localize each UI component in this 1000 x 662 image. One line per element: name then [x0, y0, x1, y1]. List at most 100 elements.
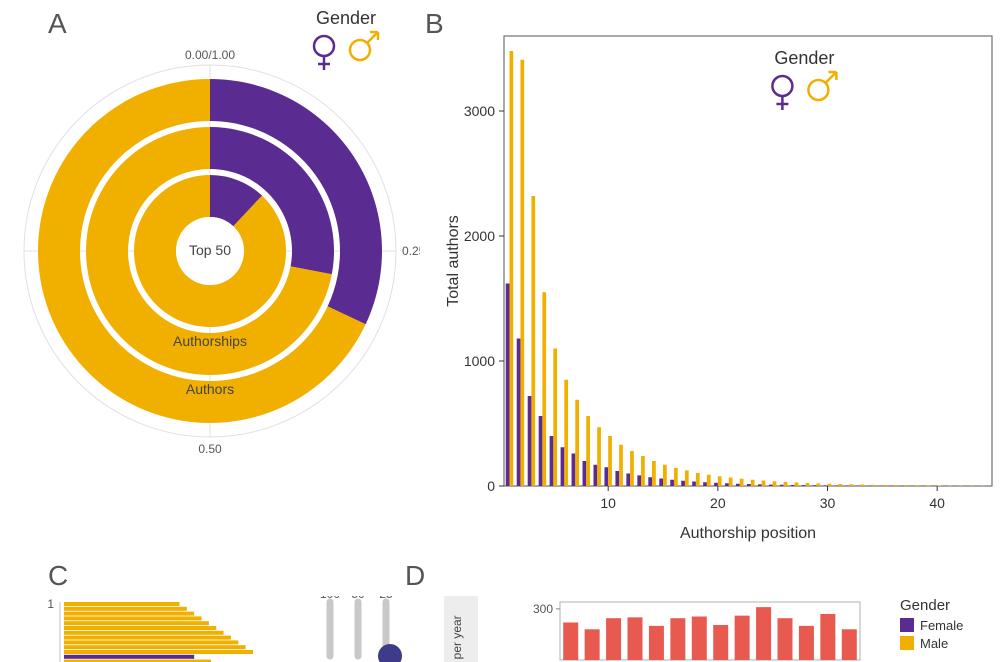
panel-a-chart: Authors Authorships Top 50 0.00/1.00 0.25 0.5… [20, 36, 420, 466]
ytick: 3000 [464, 103, 495, 119]
ring-label-authorships: Authorships [173, 333, 247, 349]
cbar-amber [64, 612, 194, 616]
legend-title: Gender [900, 597, 950, 614]
bar-male [674, 468, 678, 486]
bar-female [846, 486, 850, 487]
d-bar [628, 617, 643, 660]
xtick: 30 [820, 495, 836, 511]
panel-d-chart: s per year300GenderFemaleMale [440, 596, 1000, 662]
d-bar [692, 617, 707, 661]
legend-swatch-female [900, 618, 914, 632]
bar-female [637, 475, 641, 486]
panel-d-label: D [405, 560, 425, 592]
bar-male [729, 478, 733, 487]
bar-male [608, 436, 612, 486]
bar-male [586, 416, 590, 486]
bar-female [659, 479, 663, 487]
bar-male [641, 456, 645, 486]
d-bar [842, 629, 857, 660]
bar-female [835, 486, 839, 487]
bar-female [703, 482, 707, 486]
ylabel: Total authors [445, 215, 462, 307]
bar-male [707, 475, 711, 486]
d-bar [799, 626, 814, 660]
cbar-amber [64, 616, 202, 620]
bar-female [550, 436, 554, 486]
bar-male [828, 484, 832, 486]
panel-a-legend: Gender [306, 6, 426, 78]
tick-right: 0.25 [402, 244, 420, 258]
ring-label-authors: Authors [186, 381, 234, 397]
panel-c-chart: 11005025 [30, 596, 410, 662]
bar-male [838, 484, 842, 486]
bar-male [871, 485, 875, 486]
cbar-amber [64, 636, 231, 640]
bar-female [583, 461, 587, 486]
bar-female [670, 480, 674, 486]
d-bar [820, 614, 835, 660]
bar-female [824, 485, 828, 486]
bar-female [769, 485, 773, 486]
ytick: 1000 [464, 353, 495, 369]
bar-male [564, 380, 568, 486]
bar-female [725, 483, 729, 486]
d-bar [670, 618, 685, 660]
female-icon [314, 36, 334, 56]
xtick: 10 [600, 495, 616, 511]
d-bar [563, 622, 578, 660]
cbar-amber [64, 640, 238, 644]
bar-male [762, 481, 766, 487]
bar-male [915, 485, 919, 486]
bar-male [509, 51, 513, 486]
bar-male [784, 482, 788, 486]
bar-male [860, 485, 864, 487]
bar-male [773, 481, 777, 486]
cbar-amber [64, 602, 180, 606]
bar-male [696, 473, 700, 486]
bar-female [714, 483, 718, 486]
bar-female [802, 485, 806, 486]
ytick: 2000 [464, 228, 495, 244]
xtick: 40 [929, 495, 945, 511]
legend-label-female: Female [920, 618, 963, 633]
bar-male [904, 485, 908, 486]
d-bar [606, 618, 621, 660]
ytick: 0 [487, 478, 495, 494]
panel-b-chart: 010002000300010203040Authorship position… [440, 22, 1000, 552]
bar-male [531, 196, 535, 486]
bar-female [572, 454, 576, 487]
legend-title: Gender [316, 8, 376, 28]
bar-male [520, 60, 524, 486]
bar-male [630, 451, 634, 486]
bar-male [882, 485, 886, 486]
legend-title: Gender [774, 48, 834, 68]
bar-female [615, 471, 619, 486]
bar-male [937, 486, 941, 487]
facet-label: s per year [450, 615, 464, 662]
bar-female [681, 481, 685, 486]
cbar-purple [64, 655, 194, 659]
d-bar [778, 618, 793, 660]
ring-label-top50: Top 50 [189, 242, 231, 258]
cbar-amber [64, 626, 216, 630]
d-bar [756, 607, 771, 660]
tick-top: 0.00/1.00 [185, 48, 235, 62]
cbar-amber [64, 607, 187, 611]
cbar-amber [64, 631, 224, 635]
bar-female [506, 284, 510, 487]
bar-male [926, 485, 930, 486]
bar-female [780, 485, 784, 486]
bar-male [542, 292, 546, 486]
bar-female [626, 474, 630, 487]
bar-male [740, 479, 744, 486]
tick-bottom: 0.50 [198, 442, 222, 456]
bar-female [747, 484, 751, 486]
bar-female [593, 465, 597, 486]
bar-female [648, 477, 652, 486]
d-bar [735, 616, 750, 660]
d-bar [713, 625, 728, 660]
bar-male [663, 465, 667, 486]
bar-male [685, 470, 689, 486]
d-ytick: 300 [533, 602, 553, 616]
bar-male [849, 484, 853, 486]
